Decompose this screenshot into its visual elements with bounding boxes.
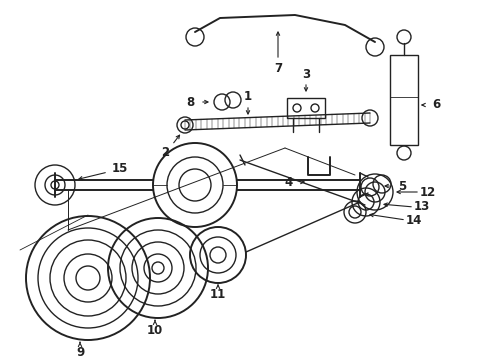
Text: 7: 7 [274, 62, 282, 75]
Bar [287, 98, 325, 118]
Text: 5: 5 [398, 180, 406, 193]
Text: 12: 12 [420, 185, 436, 198]
Text: 2: 2 [161, 145, 169, 158]
Text: 4: 4 [285, 175, 293, 189]
Bar [390, 55, 418, 145]
Text: 8: 8 [186, 95, 194, 108]
Text: 13: 13 [414, 201, 430, 213]
Text: 3: 3 [302, 68, 310, 81]
Text: 9: 9 [76, 346, 84, 359]
Text: 6: 6 [432, 99, 440, 112]
Text: 11: 11 [210, 288, 226, 302]
Text: 1: 1 [244, 90, 252, 104]
Text: 14: 14 [406, 213, 422, 226]
Text: 15: 15 [112, 162, 128, 175]
Text: 10: 10 [147, 324, 163, 337]
